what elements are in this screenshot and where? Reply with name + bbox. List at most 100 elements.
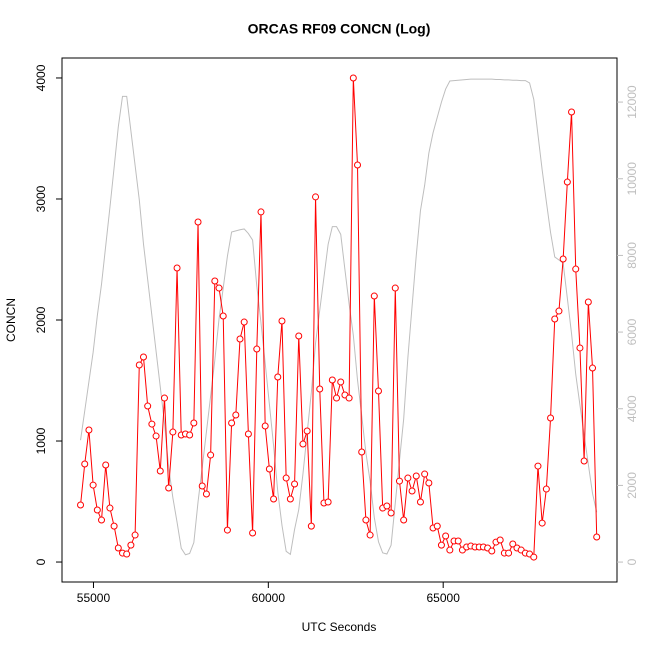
data-point — [89, 481, 97, 489]
data-point — [198, 482, 206, 490]
y-tick-label: 1000 — [34, 427, 48, 454]
data-point — [576, 344, 584, 352]
data-point — [328, 376, 336, 384]
data-point — [366, 531, 374, 539]
data-point — [433, 522, 441, 530]
data-point — [383, 502, 391, 510]
data-point — [387, 509, 395, 517]
data-point — [110, 522, 118, 530]
data-point — [442, 532, 450, 540]
data-point — [395, 477, 403, 485]
data-point — [551, 315, 559, 323]
data-point — [509, 540, 517, 548]
data-point — [194, 218, 202, 226]
data-point — [186, 431, 194, 439]
data-point — [307, 522, 315, 530]
data-point — [421, 470, 429, 478]
plot-frame — [61, 57, 618, 583]
data-point — [572, 265, 580, 273]
data-point — [169, 428, 177, 436]
data-point — [354, 161, 362, 169]
data-point — [568, 108, 576, 116]
data-point — [488, 547, 496, 555]
data-line — [80, 78, 598, 556]
data-point — [412, 472, 420, 480]
data-point — [219, 312, 227, 320]
data-point — [400, 516, 408, 524]
data-point — [257, 208, 265, 216]
y-tick-label: 4000 — [34, 64, 48, 91]
y2-tick-label: 0 — [625, 558, 639, 565]
y2-tick-label: 2000 — [625, 472, 639, 499]
y2-tick-label: 8000 — [625, 242, 639, 269]
data-point — [261, 422, 269, 430]
data-point — [135, 361, 143, 369]
y2-tick-label: 12000 — [625, 85, 639, 119]
data-point — [236, 335, 244, 343]
x-axis-label: UTC Seconds — [302, 620, 377, 634]
data-point — [249, 529, 257, 537]
data-point — [538, 519, 546, 527]
data-point — [404, 474, 412, 482]
data-point — [93, 506, 101, 514]
data-point — [374, 387, 382, 395]
data-point — [580, 457, 588, 465]
data-point — [165, 484, 173, 492]
data-point — [416, 498, 424, 506]
data-point — [362, 516, 370, 524]
data-point — [534, 462, 542, 470]
data-point — [593, 533, 601, 541]
data-point — [547, 414, 555, 422]
data-point — [496, 536, 504, 544]
data-point — [408, 487, 416, 495]
data-point — [77, 501, 85, 509]
data-point — [563, 178, 571, 186]
data-point — [190, 419, 198, 427]
x-tick-label: 60000 — [252, 591, 286, 605]
data-point — [286, 495, 294, 503]
data-point — [274, 373, 282, 381]
data-point — [316, 385, 324, 393]
data-point — [345, 394, 353, 402]
data-point — [156, 467, 164, 475]
data-point — [555, 307, 563, 315]
data-point — [505, 549, 513, 557]
data-point — [437, 541, 445, 549]
y-tick-label: 0 — [34, 558, 48, 565]
chart-title: ORCAS RF09 CONCN (Log) — [248, 21, 431, 37]
data-point — [139, 353, 147, 361]
data-point — [215, 284, 223, 292]
data-point — [370, 292, 378, 300]
data-point — [312, 193, 320, 201]
data-point — [391, 284, 399, 292]
y2-tick-label: 4000 — [625, 395, 639, 422]
data-point — [85, 426, 93, 434]
data-point — [542, 485, 550, 493]
x-tick-label: 65000 — [427, 591, 461, 605]
data-point — [232, 411, 240, 419]
data-point — [337, 378, 345, 386]
data-point — [123, 550, 131, 558]
y-tick-label: 2000 — [34, 306, 48, 333]
y-tick-label: 3000 — [34, 185, 48, 212]
data-point — [253, 345, 261, 353]
data-point — [148, 420, 156, 428]
data-point — [173, 264, 181, 272]
data-point — [303, 427, 311, 435]
data-point — [127, 541, 135, 549]
data-point — [270, 495, 278, 503]
data-point — [349, 74, 357, 82]
data-point — [333, 394, 341, 402]
data-point — [530, 553, 538, 561]
data-point — [295, 332, 303, 340]
data-point — [114, 544, 122, 552]
data-point — [144, 402, 152, 410]
data-point — [106, 504, 114, 512]
data-point — [589, 364, 597, 372]
data-point — [244, 430, 252, 438]
data-point — [102, 461, 110, 469]
data-point — [454, 537, 462, 545]
data-point — [160, 394, 168, 402]
data-point — [358, 448, 366, 456]
